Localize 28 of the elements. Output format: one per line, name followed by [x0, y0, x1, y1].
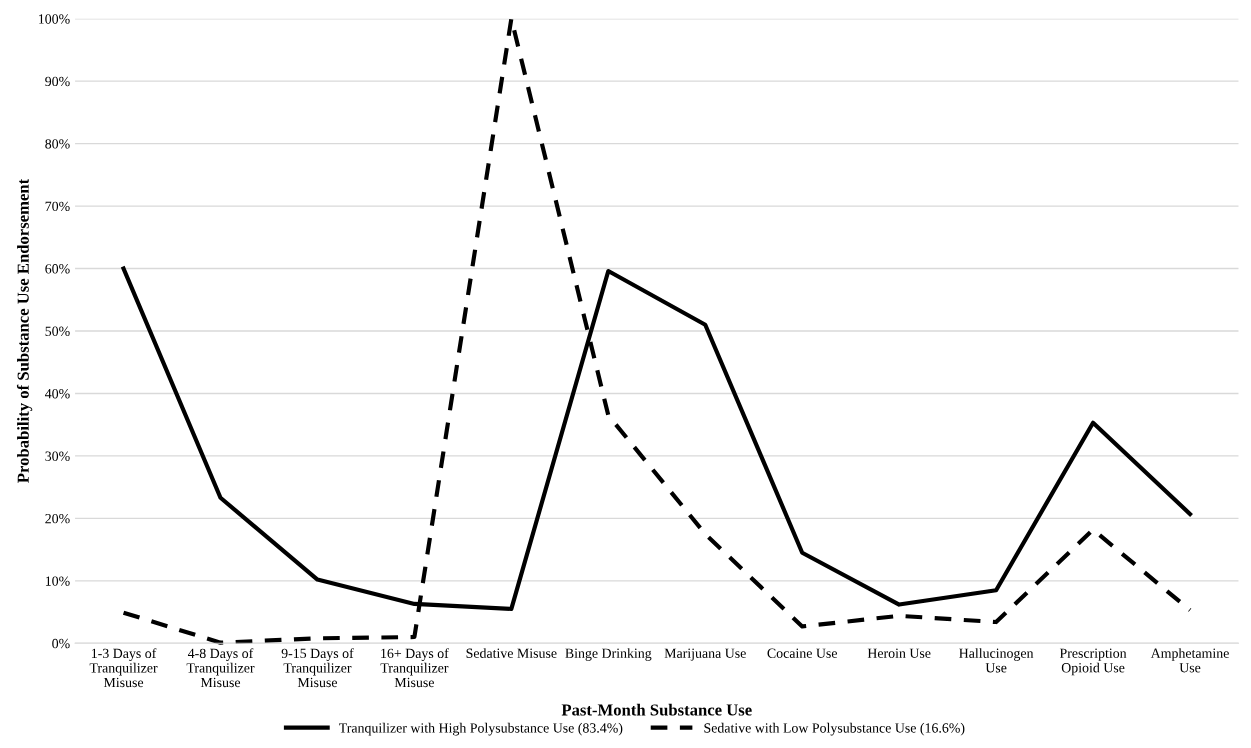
x-tick-label: Sedative Misuse — [466, 648, 557, 658]
y-tick-label: 50% — [45, 326, 70, 336]
y-tick-label: 30% — [45, 451, 70, 461]
x-tick-label: Binge Drinking — [565, 648, 652, 661]
x-tick-label: Marijuana Use — [664, 648, 746, 661]
y-tick-label: 80% — [45, 139, 70, 149]
x-tick-label: 9-15 Days of Tranquilizer Misuse — [281, 648, 354, 688]
y-tick-label: 20% — [45, 513, 70, 524]
x-tick-label: Cocaine Use — [767, 648, 838, 658]
y-tick-label: 70% — [45, 201, 70, 212]
x-tick-label: Prescription Opioid Use — [1059, 648, 1127, 676]
x-tick-label: Heroin Use — [867, 648, 931, 658]
x-tick-label: Amphetamine Use — [1150, 648, 1229, 673]
legend-label: Tranquilizer with High Polysubstance Use (83.4%) — [339, 722, 623, 736]
y-tick-label: 100% — [39, 14, 70, 24]
x-tick-label: Hallucinogen Use — [959, 648, 1034, 673]
x-tick-label: 16+ Days of Tranquilizer Misuse — [380, 648, 449, 688]
y-tick-label: 90% — [45, 76, 70, 87]
y-tick-label: 40% — [45, 389, 70, 399]
line-series — [121, 16, 1193, 645]
x-tick-label: 1-3 Days of Tranquilizer Misuse — [89, 648, 158, 688]
y-tick-label: 10% — [45, 576, 70, 586]
y-tick-label: 60% — [45, 264, 70, 274]
x-axis-title: Past-Month Substance Use — [561, 703, 752, 716]
y-tick-label: 0% — [52, 638, 70, 649]
x-tick-label: 4-8 Days of Tranquilizer Misuse — [186, 648, 255, 688]
y-axis-title: Probability of Substance Use Endorsement — [16, 178, 33, 483]
legend-label: Sedative with Low Polysubstance Use (16.6%) — [704, 722, 965, 736]
